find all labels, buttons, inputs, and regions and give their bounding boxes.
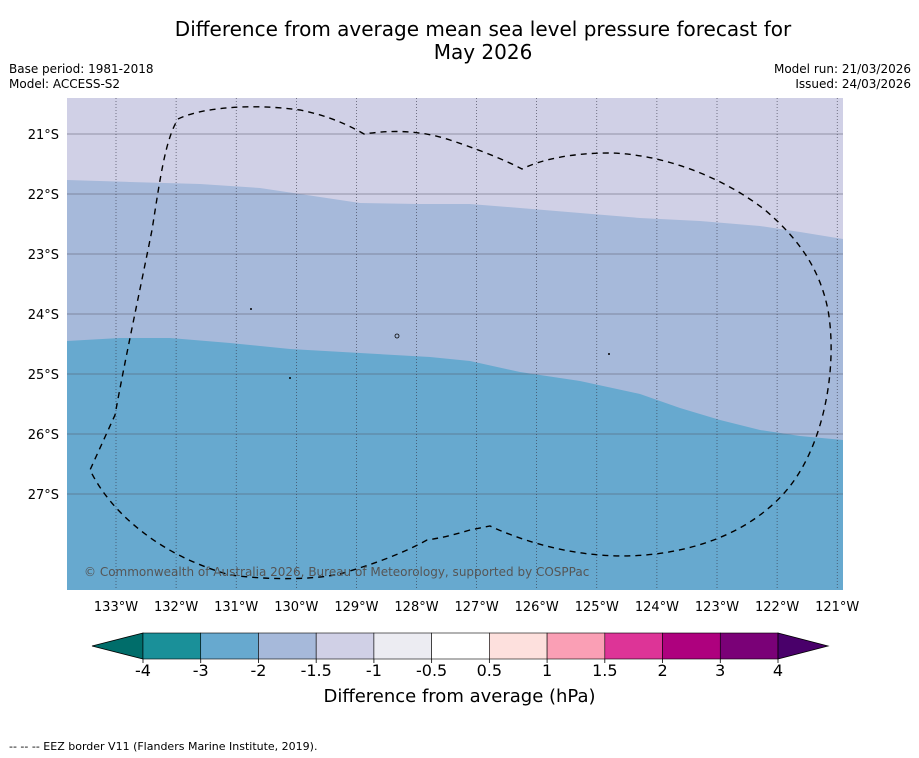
colorbar-segment (489, 632, 548, 660)
colorbar-segment (142, 632, 202, 660)
colorbar-segment (604, 632, 663, 660)
eez-footnote: -- -- -- EEZ border V11 (Flanders Marine… (9, 740, 318, 753)
islets (250, 308, 610, 379)
colorbar-tick-label: 2 (657, 661, 667, 680)
map-field (67, 98, 843, 590)
issued-date: Issued: 24/03/2026 (795, 77, 911, 91)
longitude-label: 128°W (394, 600, 438, 615)
latitude-label: 21°S (28, 128, 59, 143)
title-line-2: May 2026 (433, 40, 533, 64)
region-band-high (67, 338, 843, 590)
colorbar-segment (431, 632, 490, 660)
colorbar-tick-label: 1 (542, 661, 552, 680)
islet (394, 333, 400, 339)
latitude-label: 25°S (28, 368, 59, 383)
copyright-credit: © Commonwealth of Australia 2026, Bureau… (84, 565, 590, 579)
colorbar-segment (200, 632, 259, 660)
colorbar-tick-label: 3 (715, 661, 725, 680)
longitude-label: 131°W (214, 600, 258, 615)
latitude-label: 24°S (28, 308, 59, 323)
model-name: Model: ACCESS-S2 (9, 77, 121, 91)
islet (289, 377, 291, 379)
colorbar-tick-label: -1 (366, 661, 382, 680)
chart-title: Difference from average mean sea level p… (0, 18, 919, 64)
colorbar-tick-label: 0.5 (477, 661, 502, 680)
colorbar-tick-label: 4 (773, 661, 783, 680)
longitude-label: 132°W (154, 600, 198, 615)
longitude-label: 126°W (515, 600, 559, 615)
latitude-label: 26°S (28, 428, 59, 443)
model-run: Model run: 21/03/2026 (773, 62, 911, 76)
graticule (67, 98, 843, 590)
longitude-label: 130°W (274, 600, 318, 615)
islet (608, 353, 610, 355)
longitude-label: 121°W (815, 600, 859, 615)
colorbar-segment (258, 632, 317, 660)
colorbar-tick-label: -3 (193, 661, 209, 680)
colorbar: -4 -3 -2 -1.5 -1 -0.5 0.5 1 1.5 2 3 4 (91, 632, 830, 680)
colorbar-segment (315, 632, 375, 660)
longitude-label: 124°W (635, 600, 679, 615)
longitude-label: 122°W (755, 600, 799, 615)
colorbar-tick-label: -4 (135, 661, 151, 680)
colorbar-segment (662, 632, 721, 660)
meta-left: Base period: 1981-2018 Model: ACCESS-S2 (9, 62, 154, 92)
title-line-1: Difference from average mean sea level p… (174, 17, 792, 41)
latitude-label: 22°S (28, 188, 59, 203)
colorbar-tick-label: -1.5 (301, 661, 332, 680)
longitude-label: 125°W (575, 600, 619, 615)
meta-right: Model run: 21/03/2026 Issued: 24/03/2026 (774, 62, 911, 92)
longitude-label: 129°W (334, 600, 378, 615)
colorbar-segment (719, 632, 779, 660)
latitude-label: 27°S (28, 488, 59, 503)
latitude-label: 23°S (28, 248, 59, 263)
longitude-labels: 133°W 132°W 131°W 130°W 129°W 128°W 127°W 126°W… (94, 600, 860, 615)
colorbar-tick-label: -2 (250, 661, 266, 680)
base-period: Base period: 1981-2018 (9, 62, 154, 76)
colorbar-tick-label: -0.5 (416, 661, 447, 680)
colorbar-underflow-arrow (91, 632, 144, 660)
longitude-label: 133°W (94, 600, 138, 615)
islet (250, 308, 252, 310)
longitude-label: 123°W (695, 600, 739, 615)
colorbar-overflow-arrow (777, 632, 830, 660)
colorbar-tick-label: 1.5 (592, 661, 617, 680)
colorbar-segment (546, 632, 606, 660)
eez-border (89, 106, 832, 580)
colorbar-label: Difference from average (hPa) (323, 686, 596, 707)
latitude-labels: 21°S 22°S 23°S 24°S 25°S 26°S 27°S (28, 128, 59, 503)
colorbar-segment (373, 632, 432, 660)
longitude-label: 127°W (455, 600, 499, 615)
